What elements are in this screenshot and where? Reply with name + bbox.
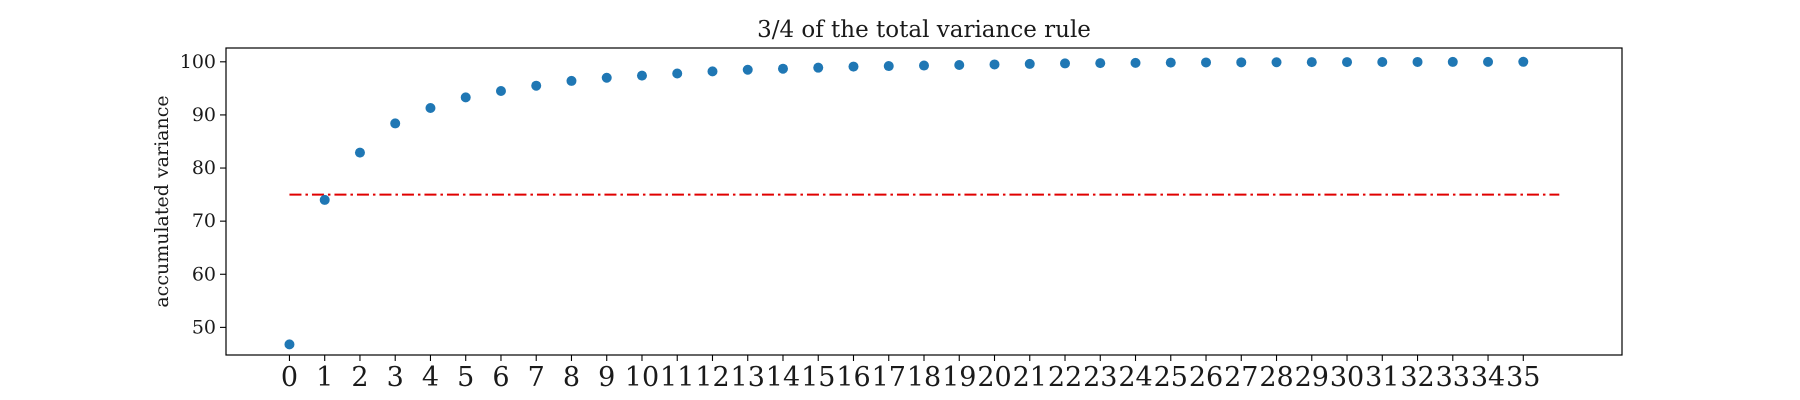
x-tick-label: 13 [731,362,765,393]
y-axis: 50 60 70 80 90 100 [180,51,226,338]
x-tick-label: 20 [977,362,1011,393]
data-point [1342,57,1353,68]
data-point [707,66,718,77]
data-point [1271,57,1282,68]
data-point [566,75,577,86]
x-tick-label: 29 [1295,362,1329,393]
x-tick-label: 35 [1506,362,1540,393]
data-point [954,59,965,70]
data-point [1060,58,1071,69]
data-point [813,62,824,73]
data-point [636,70,647,81]
x-tick-label: 2 [351,362,368,393]
data-point [601,72,612,83]
data-point [460,92,471,103]
x-axis: 0 1 2 3 4 5 6 7 8 9 10 11 12 13 14 15 16 17 18 19 20 21 22 23 24… [281,355,1540,393]
chart-title: 3/4 of the total variance rule [757,17,1091,43]
y-tick-label: 80 [192,157,216,179]
x-tick-label: 14 [766,362,800,393]
data-point [919,60,929,71]
data-point [1377,57,1388,68]
data-point [1483,56,1494,67]
x-tick-label: 0 [281,362,298,393]
data-point [1130,57,1141,68]
x-tick-label: 9 [598,362,615,393]
x-tick-label: 33 [1436,362,1470,393]
data-point [1095,58,1106,69]
data-point [848,61,859,72]
data-point [495,86,506,97]
data-point [1165,57,1176,68]
x-tick-label: 12 [695,362,729,393]
y-tick-label: 50 [192,316,216,338]
x-tick-label: 32 [1400,362,1434,393]
y-tick-label: 70 [192,210,216,232]
data-point [989,59,1000,70]
x-tick-label: 23 [1083,362,1117,393]
data-point [1412,56,1423,67]
x-tick-label: 24 [1118,362,1152,393]
y-tick-label: 60 [192,263,216,285]
x-tick-label: 1 [316,362,333,393]
data-point [1024,58,1035,69]
data-point [425,103,436,114]
data-point [354,147,365,158]
data-point [672,68,683,79]
data-point [883,61,894,72]
x-tick-label: 4 [422,362,439,393]
data-point [1201,57,1212,68]
data-point [284,339,295,350]
x-tick-label: 27 [1224,362,1258,393]
y-axis-label: accumulated variance [151,95,173,307]
x-tick-label: 15 [801,362,835,393]
x-tick-label: 28 [1259,362,1293,393]
plot-area [225,47,1623,356]
x-tick-label: 16 [836,362,870,393]
x-tick-label: 5 [457,362,474,393]
x-tick-label: 6 [492,362,509,393]
data-point [1447,56,1458,67]
x-tick-label: 26 [1189,362,1223,393]
x-tick-label: 21 [1013,362,1047,393]
y-tick-label: 100 [180,51,216,73]
x-tick-label: 8 [563,362,580,393]
x-tick-label: 34 [1471,362,1505,393]
data-point [1518,56,1529,67]
x-tick-label: 3 [387,362,404,393]
x-tick-label: 7 [528,362,545,393]
x-tick-label: 18 [907,362,941,393]
data-point [1306,57,1317,68]
x-tick-label: 31 [1365,362,1399,393]
x-tick-label: 22 [1048,362,1082,393]
data-point [777,63,788,74]
x-tick-label: 17 [872,362,906,393]
data-series [284,56,1529,350]
x-tick-label: 30 [1330,362,1364,393]
data-point [1236,57,1247,68]
data-point [531,80,542,91]
data-point [390,118,401,129]
data-point [319,194,330,205]
x-tick-label: 11 [660,362,694,393]
x-tick-label: 10 [625,362,659,393]
x-tick-label: 25 [1154,362,1188,393]
y-tick-label: 90 [192,104,216,126]
x-tick-label: 19 [942,362,976,393]
data-point [742,64,753,75]
